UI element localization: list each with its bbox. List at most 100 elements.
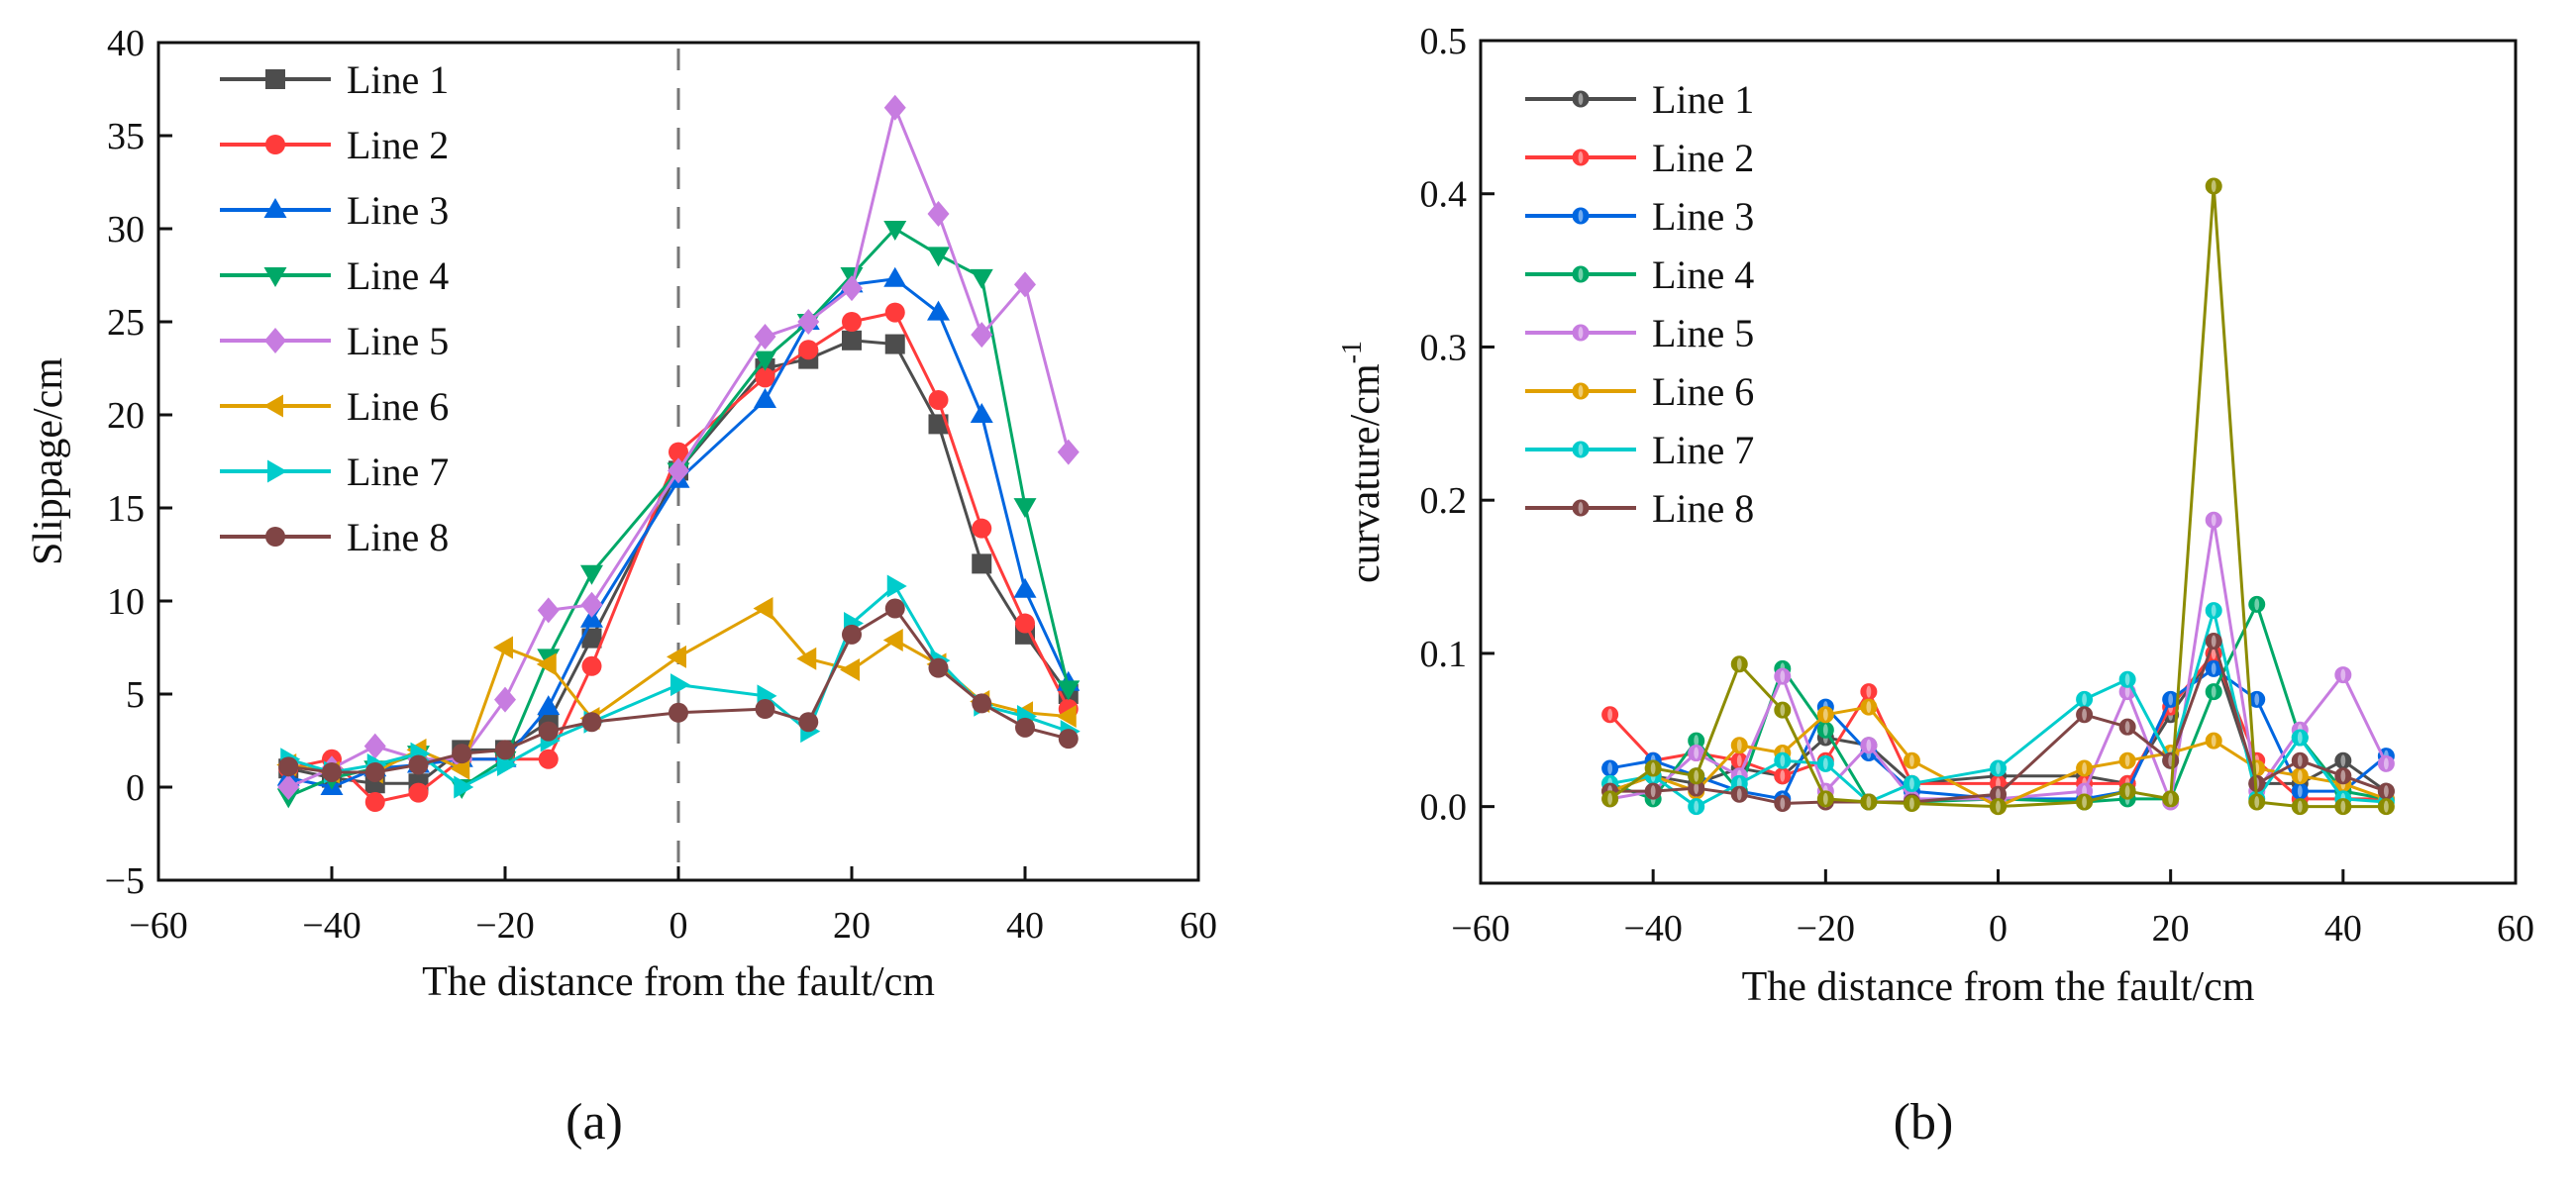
data-point-highlight <box>2297 800 2303 813</box>
data-point <box>2118 670 2136 688</box>
legend-marker-highlight <box>1578 210 1584 222</box>
data-point <box>2118 751 2136 769</box>
data-point <box>2162 790 2180 808</box>
data-point <box>1860 698 1878 716</box>
legend-item-2: Line 2 <box>1525 136 1754 180</box>
legend-marker <box>1572 441 1590 458</box>
data-point <box>841 275 863 302</box>
data-point-highlight <box>2082 708 2087 721</box>
data-point <box>798 712 819 733</box>
data-point-highlight <box>2168 693 2174 706</box>
data-point <box>970 268 993 289</box>
data-point <box>1688 798 1705 816</box>
data-point <box>1014 271 1036 298</box>
data-point <box>2205 732 2222 750</box>
data-point-highlight <box>1909 797 1914 810</box>
data-point <box>2334 666 2352 684</box>
y-axis-label: Slippage/cm <box>26 357 71 565</box>
data-point <box>2076 706 2094 724</box>
y-tick-label: 5 <box>126 674 145 716</box>
data-point-highlight <box>2297 785 2303 798</box>
data-point-highlight <box>1822 708 1828 721</box>
chart-b-curvature: −60 −40 −20 0 20 40 60 0.0 0.1 0.2 0.3 0.4 0.5 The di… <box>1337 21 2534 1151</box>
data-point <box>581 712 602 733</box>
data-point <box>2205 602 2222 620</box>
data-point-highlight <box>2211 735 2216 748</box>
legend-marker-highlight <box>1578 151 1584 163</box>
data-point <box>1644 782 1662 800</box>
x-tick-label: −40 <box>302 905 361 947</box>
data-point <box>452 744 472 764</box>
legend-marker <box>1572 90 1590 108</box>
data-point-highlight <box>1996 800 2001 813</box>
data-point-highlight <box>2211 685 2216 698</box>
x-axis-label: The distance from the fault/cm <box>422 959 935 1005</box>
data-point-highlight <box>1996 761 2001 774</box>
data-point <box>364 761 385 782</box>
data-point <box>1013 498 1037 519</box>
data-point-highlight <box>2297 732 2303 745</box>
legend-item-3: Line 3 <box>1525 194 1754 239</box>
data-point-highlight <box>1780 704 1786 717</box>
data-point-highlight <box>2383 757 2389 770</box>
data-point <box>1601 706 1619 724</box>
legend-label: Line 3 <box>1652 194 1754 239</box>
data-point <box>1015 717 1035 738</box>
data-point <box>2248 793 2266 811</box>
data-point-highlight <box>1650 785 1656 798</box>
data-point-highlight <box>1996 788 2001 801</box>
y-axis-label-text: Slippage/cm <box>26 357 71 565</box>
data-point <box>754 350 776 371</box>
data-point-highlight <box>1822 724 1828 737</box>
data-point <box>755 367 775 388</box>
data-point <box>927 200 950 227</box>
data-point <box>322 761 342 782</box>
data-point-highlight <box>1822 757 1828 770</box>
data-point-highlight <box>1780 797 1786 810</box>
data-point-highlight <box>2082 761 2087 774</box>
data-point <box>2076 759 2094 777</box>
data-point-highlight <box>2124 754 2130 767</box>
data-point <box>538 721 559 742</box>
data-point <box>1057 439 1080 465</box>
chart-a-slippage: −60 −40 −20 0 20 40 60 −5 0 5 10 15 20 25 30 35 40 The di… <box>26 23 1217 1151</box>
data-point <box>408 754 429 775</box>
series-line-9 <box>1601 177 2395 816</box>
data-point-highlight <box>1607 708 1613 721</box>
legend-marker <box>1572 324 1590 342</box>
data-point <box>1990 798 2007 816</box>
legend-label: Line 3 <box>347 188 449 233</box>
x-tick-label: 20 <box>833 905 871 947</box>
data-point <box>1730 655 1748 673</box>
y-tick-label: 0.0 <box>1420 787 1468 829</box>
data-point <box>670 673 690 697</box>
legend-marker-highlight <box>1578 385 1584 397</box>
data-point-highlight <box>2254 598 2260 611</box>
data-point-highlight <box>2211 647 2216 659</box>
data-point <box>754 324 776 350</box>
data-point <box>1903 795 1920 813</box>
data-point-highlight <box>2168 792 2174 805</box>
data-point <box>1903 751 1920 769</box>
legend-marker <box>267 459 287 483</box>
data-point <box>1730 785 1748 803</box>
legend-label: Line 8 <box>1652 486 1754 531</box>
y-axis-label-text: curvature/cm <box>1343 363 1389 583</box>
data-point-highlight <box>1607 761 1613 774</box>
x-tick-label: −60 <box>1451 908 1509 950</box>
data-point <box>2377 754 2395 772</box>
data-point <box>537 597 560 624</box>
data-point <box>363 733 386 759</box>
legend-marker <box>265 69 285 89</box>
legend-marker <box>1572 382 1590 400</box>
data-point-highlight <box>2383 785 2389 798</box>
data-point <box>798 340 819 360</box>
x-tick-label: 0 <box>670 905 688 947</box>
x-axis-label: The distance from the fault/cm <box>1742 964 2255 1010</box>
panel-caption: (b) <box>1894 1094 1954 1151</box>
data-point <box>842 330 862 350</box>
data-point <box>970 403 993 423</box>
data-point-highlight <box>2124 673 2130 686</box>
data-point <box>928 389 949 410</box>
